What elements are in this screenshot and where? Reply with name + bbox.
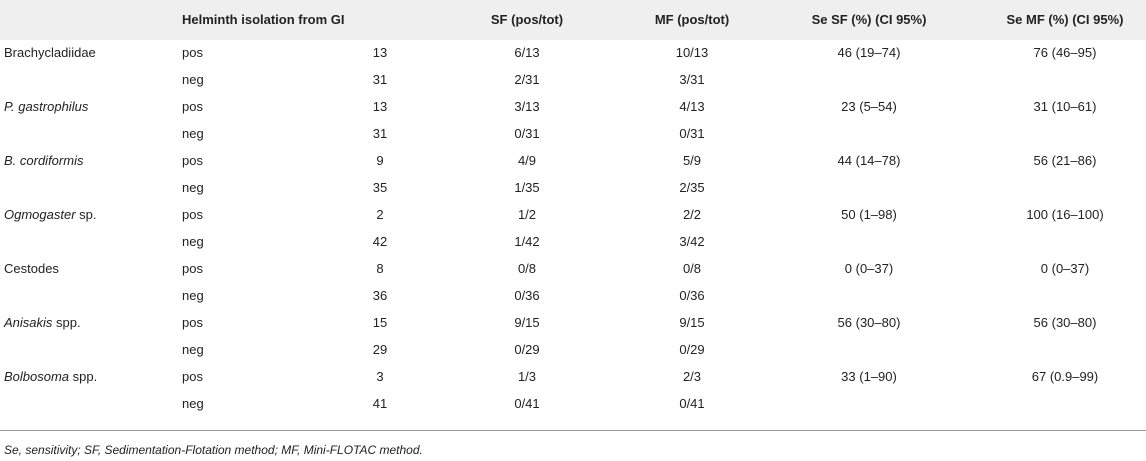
mf: 0/41 — [679, 396, 705, 411]
column-header: SF (pos/tot) — [490, 12, 564, 27]
sf: 0/36 — [514, 288, 540, 303]
count: 31 — [372, 126, 388, 141]
se-sf: 46 (19–74) — [837, 45, 901, 60]
row-label: neg — [182, 180, 204, 195]
group-name: Bolbosoma spp. — [4, 369, 97, 385]
sf: 9/15 — [514, 315, 540, 330]
mf: 3/42 — [679, 234, 705, 249]
name-part: Ogmogaster — [4, 207, 76, 222]
sf: 0/41 — [514, 396, 540, 411]
mf: 2/35 — [679, 180, 705, 195]
name-part: Bolbosoma — [4, 369, 70, 384]
sf: 2/31 — [514, 72, 540, 87]
se-mf: 56 (30–80) — [1033, 315, 1097, 330]
name-part: Anisakis — [4, 315, 53, 330]
count: 41 — [372, 396, 388, 411]
name-part: P. gastrophilus — [4, 99, 89, 114]
se-sf: 56 (30–80) — [837, 315, 901, 330]
count: 15 — [372, 315, 388, 330]
group-name: Ogmogaster sp. — [4, 207, 97, 223]
mf: 0/8 — [682, 261, 702, 276]
row-label: pos — [182, 207, 203, 222]
row-label: neg — [182, 126, 204, 141]
sf: 0/29 — [514, 342, 540, 357]
header-background — [0, 0, 1146, 40]
row-label: pos — [182, 153, 203, 168]
count: 31 — [372, 72, 388, 87]
mf: 0/31 — [679, 126, 705, 141]
row-label: neg — [182, 342, 204, 357]
mf: 4/13 — [679, 99, 705, 114]
se-mf: 31 (10–61) — [1033, 99, 1097, 114]
column-header: Helminth isolation from GI — [182, 12, 345, 27]
column-header: Se MF (%) (CI 95%) — [1006, 12, 1124, 27]
se-mf: 67 (0.9–99) — [1031, 369, 1099, 384]
sf: 1/2 — [517, 207, 537, 222]
mf: 0/29 — [679, 342, 705, 357]
name-part: spp. — [52, 315, 81, 330]
row-label: neg — [182, 288, 204, 303]
count: 42 — [372, 234, 388, 249]
se-mf: 0 (0–37) — [1040, 261, 1090, 276]
se-sf: 50 (1–98) — [841, 207, 897, 222]
sf: 0/8 — [517, 261, 537, 276]
se-mf: 100 (16–100) — [1026, 207, 1104, 222]
count: 3 — [376, 369, 384, 384]
row-label: pos — [182, 45, 203, 60]
row-label: pos — [182, 369, 203, 384]
mf: 5/9 — [682, 153, 702, 168]
count: 2 — [376, 207, 384, 222]
se-sf: 44 (14–78) — [837, 153, 901, 168]
row-label: pos — [182, 315, 203, 330]
name-part: spp. — [69, 369, 98, 384]
mf: 0/36 — [679, 288, 705, 303]
row-label: pos — [182, 99, 203, 114]
se-mf: 56 (21–86) — [1033, 153, 1097, 168]
count: 13 — [372, 99, 388, 114]
footnote: Se, sensitivity; SF, Sedimentation-Flota… — [4, 443, 423, 457]
bottom-rule — [0, 430, 1146, 431]
sf: 4/9 — [517, 153, 537, 168]
row-label: neg — [182, 72, 204, 87]
row-label: pos — [182, 261, 203, 276]
row-label: neg — [182, 396, 204, 411]
count: 29 — [372, 342, 388, 357]
column-header: Se SF (%) (CI 95%) — [811, 12, 927, 27]
sf: 1/3 — [517, 369, 537, 384]
sf: 6/13 — [514, 45, 540, 60]
group-name: Anisakis spp. — [4, 315, 81, 331]
row-label: neg — [182, 234, 204, 249]
column-header: MF (pos/tot) — [654, 12, 730, 27]
mf: 3/31 — [679, 72, 705, 87]
group-name: Brachycladiidae — [4, 45, 96, 61]
group-name: P. gastrophilus — [4, 99, 88, 115]
se-mf: 76 (46–95) — [1033, 45, 1097, 60]
group-name: B. cordiformis — [4, 153, 83, 169]
group-name: Cestodes — [4, 261, 59, 277]
sf: 1/35 — [514, 180, 540, 195]
count: 35 — [372, 180, 388, 195]
count: 36 — [372, 288, 388, 303]
count: 13 — [372, 45, 388, 60]
sf: 3/13 — [514, 99, 540, 114]
mf: 9/15 — [679, 315, 705, 330]
name-part: Cestodes — [4, 261, 59, 276]
mf: 10/13 — [675, 45, 709, 60]
count: 8 — [376, 261, 384, 276]
se-sf: 33 (1–90) — [841, 369, 897, 384]
sf: 1/42 — [514, 234, 540, 249]
sf: 0/31 — [514, 126, 540, 141]
se-sf: 0 (0–37) — [844, 261, 894, 276]
name-part: Brachycladiidae — [4, 45, 96, 60]
count: 9 — [376, 153, 384, 168]
se-sf: 23 (5–54) — [841, 99, 897, 114]
mf: 2/2 — [682, 207, 702, 222]
name-part: B. cordiformis — [4, 153, 84, 168]
mf: 2/3 — [682, 369, 702, 384]
name-part: sp. — [75, 207, 97, 222]
